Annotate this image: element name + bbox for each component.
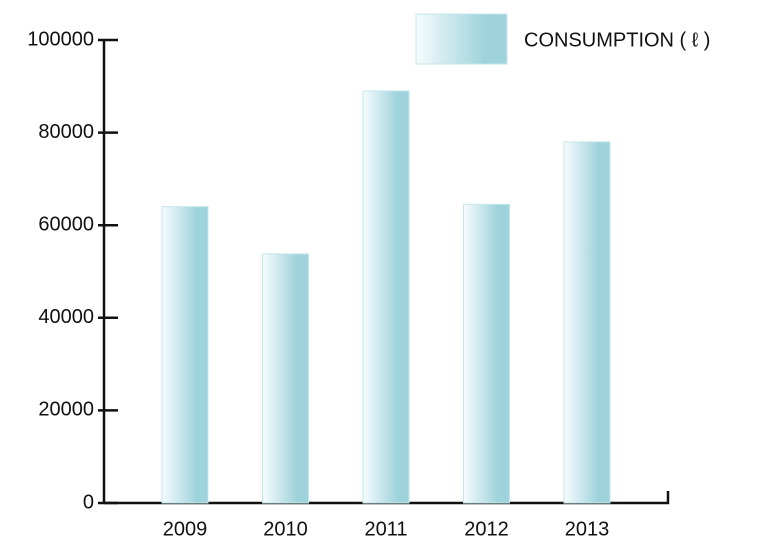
bar [563, 141, 611, 504]
x-tick-label: 2012 [464, 518, 509, 540]
y-tick-label: 40000 [38, 306, 94, 328]
x-tick-label: 2009 [163, 518, 208, 540]
x-tick-label: 2013 [565, 518, 610, 540]
bar [362, 90, 410, 504]
y-tick-label: 100000 [27, 28, 94, 50]
legend: CONSUMPTION ( ℓ ) [415, 13, 710, 65]
bar [262, 253, 309, 504]
y-tick-label: 60000 [38, 213, 94, 235]
y-tick-label: 20000 [38, 399, 94, 421]
y-tick-label: 80000 [38, 121, 94, 143]
y-tick-label: 0 [83, 491, 94, 513]
legend-label: CONSUMPTION ( ℓ ) [524, 29, 710, 51]
bar [463, 203, 510, 504]
x-tick-label: 2010 [263, 518, 308, 540]
bar [161, 206, 209, 504]
legend-swatch [415, 13, 508, 65]
x-tick-label: 2011 [364, 518, 407, 540]
